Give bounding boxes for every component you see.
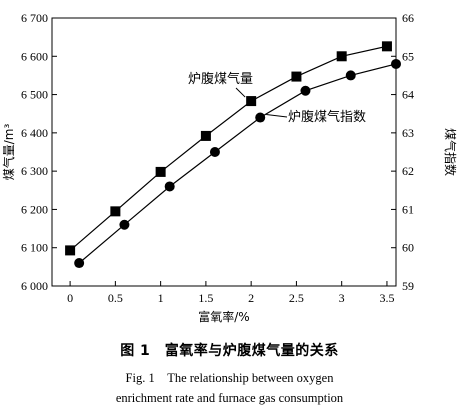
y-right-tick-label: 64	[402, 88, 414, 102]
y-left-tick-label: 6 700	[21, 11, 48, 25]
x-tick-label: 2.5	[289, 291, 304, 305]
data-point-square	[200, 130, 211, 141]
data-point-circle	[345, 70, 356, 81]
data-point-circle	[119, 219, 130, 230]
data-point-square	[336, 51, 347, 62]
x-tick-label: 3.5	[379, 291, 394, 305]
x-tick-label: 0.5	[108, 291, 123, 305]
y-left-tick-label: 6 100	[21, 241, 48, 255]
data-point-circle	[300, 85, 311, 96]
x-tick-label: 0	[67, 291, 73, 305]
data-point-square	[291, 71, 302, 82]
x-tick-label: 1	[158, 291, 164, 305]
y-right-tick-label: 66	[402, 11, 414, 25]
series-line-1	[69, 45, 388, 251]
data-point-square	[246, 96, 257, 107]
x-axis-title: 富氧率/%	[198, 309, 249, 324]
figure-caption-chinese: 图 1 富氧率与炉腹煤气量的关系	[120, 343, 339, 359]
data-point-circle	[255, 112, 266, 123]
y-left-tick-label: 6 400	[21, 126, 48, 140]
series-line-2	[78, 63, 397, 264]
series-layer	[65, 41, 401, 269]
y-right-tick-label: 65	[402, 49, 414, 63]
series-2-leader-line	[266, 114, 288, 118]
y-right-tick-label: 59	[402, 279, 414, 293]
y-left-tick-label: 6 300	[21, 164, 48, 178]
y-left-tick-label: 6 200	[21, 202, 48, 216]
y-left-tick-label: 6 600	[21, 49, 48, 63]
data-point-square	[110, 206, 121, 217]
y-right-tick-label: 60	[402, 241, 414, 255]
x-axis: 0 0.5 1 1.5 2 2.5 3 3.5	[67, 281, 394, 305]
x-tick-label: 3	[339, 291, 345, 305]
series-1-leader-line	[235, 87, 246, 98]
data-point-square	[381, 41, 392, 52]
y-left-tick-label: 6 500	[21, 88, 48, 102]
y-right-tick-label: 63	[402, 126, 414, 140]
data-point-square	[65, 245, 76, 256]
series-1-label: 炉腹煤气量	[188, 71, 253, 87]
y-left-tick-label: 6 000	[21, 279, 48, 293]
data-point-circle	[164, 181, 175, 192]
x-tick-label: 1.5	[198, 291, 213, 305]
y-right-tick-label: 62	[402, 164, 414, 178]
figure-caption-english-line-1: Fig. 1 The relationship between oxygen	[125, 371, 334, 385]
x-tick-label: 2	[248, 291, 254, 305]
plot-frame	[51, 17, 397, 287]
data-point-circle	[209, 147, 220, 157]
data-point-square	[155, 166, 166, 177]
y-axis-right: 59 60 61 62 63 64 65 66	[391, 11, 414, 293]
data-point-circle	[74, 258, 85, 269]
figure-caption-english-line-2: enrichment rate and furnace gas consumpt…	[115, 391, 344, 405]
y-axis-left: 6 000 6 100 6 200 6 300 6 400 6 500 6 600 6 700	[21, 11, 57, 293]
y-right-tick-label: 61	[402, 202, 414, 216]
series-2-label: 炉腹煤气指数	[288, 109, 366, 125]
y-axis-left-title: 煤气量/m³	[1, 124, 16, 181]
y-axis-right-title: 煤气指数	[443, 128, 458, 176]
data-point-circle	[391, 58, 401, 69]
